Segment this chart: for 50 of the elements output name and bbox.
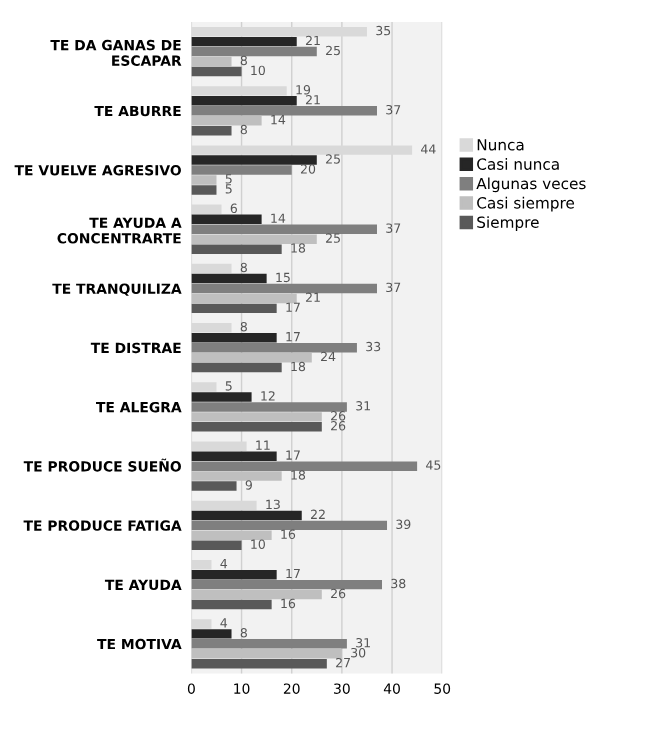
bar: [191, 263, 232, 274]
bar: [191, 36, 297, 47]
bar: [191, 461, 418, 471]
bar: [191, 234, 317, 244]
bar: [191, 175, 217, 185]
bar: [191, 66, 242, 77]
bar: [191, 244, 282, 254]
bar: [191, 224, 377, 234]
bar: [191, 96, 297, 106]
bar: [191, 422, 322, 432]
bar: [191, 46, 317, 57]
bar: [191, 579, 383, 590]
bar: [191, 471, 282, 481]
bar: [191, 273, 267, 284]
bar: [191, 589, 322, 600]
bar: [191, 56, 232, 67]
bar: [191, 510, 302, 521]
bar: [191, 569, 277, 580]
bar: [191, 530, 272, 541]
bar: [191, 649, 342, 659]
bar: [191, 106, 377, 116]
bar: [191, 333, 277, 343]
bar: [191, 659, 327, 669]
bar: [191, 540, 242, 550]
bar: [191, 116, 262, 126]
bar: [191, 362, 282, 373]
bar: [191, 155, 317, 165]
bar: [191, 165, 292, 175]
bar: [191, 619, 212, 629]
bar: [191, 303, 277, 314]
bar: [191, 481, 237, 491]
bar: [191, 629, 232, 639]
bar: [191, 342, 357, 353]
bar: [191, 392, 252, 402]
bar: [191, 382, 217, 392]
bar: [191, 323, 232, 333]
bar: [191, 283, 377, 294]
bar: [191, 185, 217, 195]
bar: [191, 451, 277, 461]
bar: [191, 599, 272, 610]
bar: [191, 639, 347, 649]
bar: [191, 520, 388, 531]
bar: [191, 204, 222, 215]
bar: [191, 402, 347, 412]
bar: [191, 214, 262, 225]
bar: [191, 352, 312, 363]
bar: [191, 125, 232, 136]
bar: [191, 293, 297, 304]
bar: [191, 412, 322, 422]
bar: [191, 559, 212, 570]
